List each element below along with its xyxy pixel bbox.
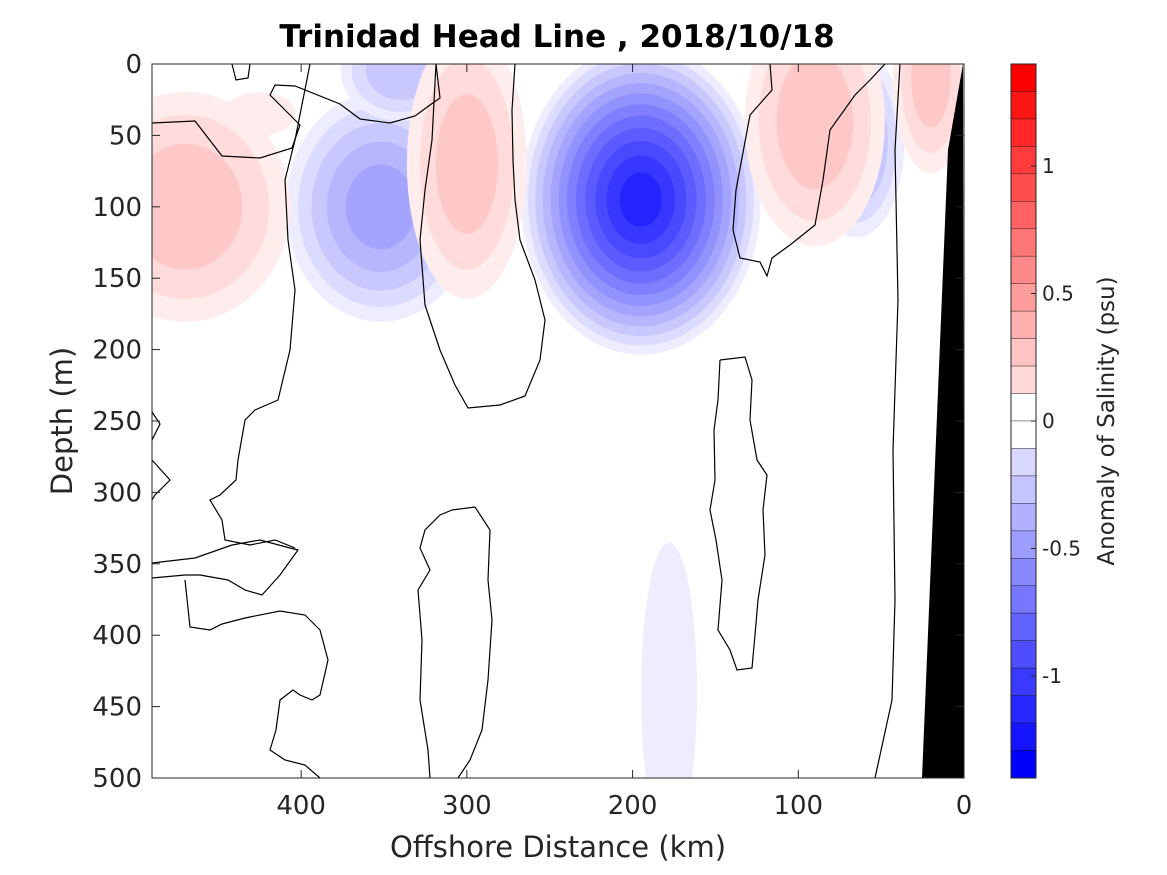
colorbar-segment <box>1010 201 1037 230</box>
positive-anomaly-blob <box>406 64 527 299</box>
colorbar <box>1010 63 1037 779</box>
x-axis-title: Offshore Distance (km) <box>390 830 726 864</box>
colorbar-segment <box>1010 255 1037 284</box>
y-tick-label: 350 <box>92 550 142 580</box>
colorbar-tick-label: -1 <box>1042 664 1062 688</box>
zero-contour-line <box>209 64 311 549</box>
colorbar-segment <box>1010 283 1037 312</box>
negative-anomaly-blob <box>641 542 698 778</box>
anomaly-contour-level <box>223 91 296 136</box>
y-tick-label: 450 <box>92 693 142 723</box>
y-tick-label: 100 <box>92 193 142 223</box>
x-tick-label: 200 <box>608 791 658 821</box>
zero-contour-layer <box>152 64 901 778</box>
colorbar-label: Anomaly of Salinity (psu) <box>1094 276 1120 565</box>
zero-contour-line <box>417 506 493 778</box>
colorbar-segment <box>1010 448 1037 477</box>
zero-contour-line <box>152 64 441 159</box>
anomaly-contour-level <box>435 94 498 234</box>
colorbar-segment <box>1010 695 1037 724</box>
anomaly-contour-level <box>619 172 662 227</box>
colorbar-segment <box>1010 722 1037 751</box>
positive-anomaly-blob <box>223 91 296 136</box>
colorbar-segment <box>1010 420 1037 449</box>
colorbar-segment <box>1010 118 1037 147</box>
y-tick-label: 150 <box>92 264 142 294</box>
positive-anomaly-blob <box>152 91 291 322</box>
y-tick-label: 250 <box>92 407 142 437</box>
anomaly-contour-level <box>776 64 854 190</box>
zero-contour-line <box>152 459 171 501</box>
y-axis-title: Depth (m) <box>45 347 79 495</box>
colorbar-segment <box>1010 173 1037 202</box>
colorbar-segment <box>1010 365 1037 394</box>
anomaly-contour-level <box>911 64 951 128</box>
colorbar-segment <box>1010 338 1037 367</box>
colorbar-tick-label: 0 <box>1042 409 1055 433</box>
bathymetry-wedge <box>922 64 964 778</box>
anomaly-fill-layer <box>152 64 964 778</box>
x-tick-label: 0 <box>956 791 973 821</box>
zero-contour-line <box>152 411 161 441</box>
colorbar-segment <box>1010 640 1037 669</box>
colorbar-tick-label: 0.5 <box>1042 282 1074 306</box>
anomaly-contour-level <box>152 143 243 270</box>
zero-contour-line <box>184 579 329 778</box>
anomaly-contour-level <box>345 164 416 250</box>
y-tick-label: 300 <box>92 478 142 508</box>
colorbar-segment <box>1010 146 1037 175</box>
zero-contour-line <box>709 356 768 671</box>
y-tick-label: 500 <box>92 764 142 794</box>
colorbar-ticks: 1 0.5 0 -0.5 -1 <box>1031 154 1081 688</box>
colorbar-segment <box>1010 585 1037 614</box>
chart-title: Trinidad Head Line , 2018/10/18 <box>279 19 834 55</box>
colorbar-segment <box>1010 750 1037 779</box>
y-tick-label: 0 <box>125 50 142 80</box>
colorbar-segment <box>1010 667 1037 696</box>
zero-contour-line <box>732 64 886 278</box>
colorbar-segment <box>1010 228 1037 257</box>
zero-contour-line <box>419 64 546 409</box>
zero-contour-line <box>152 539 300 596</box>
colorbar-segment <box>1010 558 1037 587</box>
zero-contour-line <box>874 64 901 778</box>
colorbar-tick-label: -0.5 <box>1042 537 1081 561</box>
y-tick-label: 400 <box>92 621 142 651</box>
colorbar-segment <box>1010 91 1037 120</box>
y-axis: 0 50 100 150 200 250 300 350 400 450 500 <box>92 50 964 794</box>
zero-contour-line <box>231 64 251 81</box>
colorbar-segment <box>1010 310 1037 339</box>
x-tick-label: 100 <box>773 791 823 821</box>
colorbar-segment <box>1010 63 1037 92</box>
colorbar-segment <box>1010 475 1037 504</box>
colorbar-segment <box>1010 393 1037 422</box>
colorbar-segment <box>1010 503 1037 532</box>
anomaly-contour-level <box>641 542 698 778</box>
colorbar-segment <box>1010 612 1037 641</box>
positive-anomaly-blob <box>744 64 885 247</box>
negative-anomaly-blob <box>520 64 761 355</box>
y-tick-label: 200 <box>92 336 142 366</box>
x-axis: 400 300 200 100 0 <box>276 64 972 821</box>
positive-anomaly-blob <box>892 64 964 174</box>
x-tick-label: 400 <box>276 791 326 821</box>
y-tick-label: 50 <box>109 121 142 151</box>
colorbar-segment <box>1010 530 1037 559</box>
x-tick-label: 300 <box>442 791 492 821</box>
colorbar-tick-label: 1 <box>1042 154 1055 178</box>
